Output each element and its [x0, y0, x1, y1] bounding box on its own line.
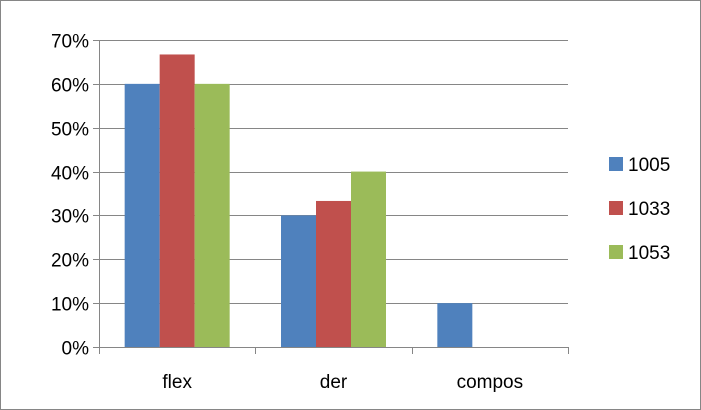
- x-tick-label: compos: [457, 372, 524, 393]
- x-tick-labels: flex der compos: [162, 372, 523, 393]
- bar-1005-der: [281, 215, 316, 347]
- legend-swatch-1033: [609, 201, 623, 215]
- bars: [124, 54, 473, 347]
- legend-label: 1033: [628, 199, 670, 220]
- legend-label: 1053: [628, 243, 670, 264]
- bar-1005-compos: [437, 303, 473, 347]
- y-tick-label: 70%: [51, 32, 89, 53]
- legend-swatch-1005: [609, 157, 623, 171]
- y-tick-label: 30%: [51, 207, 89, 228]
- x-tick-label: flex: [162, 372, 192, 393]
- bar-1033-der: [316, 200, 351, 347]
- bar-1053-flex: [194, 83, 230, 347]
- y-tick-label: 50%: [51, 120, 89, 141]
- legend: 1005 1033 1053: [609, 155, 670, 264]
- bar-1053-der: [351, 171, 386, 347]
- x-tick-label: der: [320, 372, 348, 393]
- legend-swatch-1053: [609, 245, 623, 259]
- y-tick-label: 60%: [51, 76, 89, 97]
- bar-1005-flex: [124, 83, 160, 347]
- y-tick-label: 40%: [51, 164, 89, 185]
- y-tick-label: 20%: [51, 251, 89, 272]
- bar-1033-flex: [159, 54, 195, 347]
- legend-label: 1005: [628, 155, 670, 176]
- y-tick-label: 0%: [62, 339, 90, 360]
- axes: [93, 40, 569, 354]
- y-tick-label: 10%: [51, 295, 89, 316]
- y-tick-labels: 0% 10% 20% 30% 40% 50% 60% 70%: [51, 32, 89, 360]
